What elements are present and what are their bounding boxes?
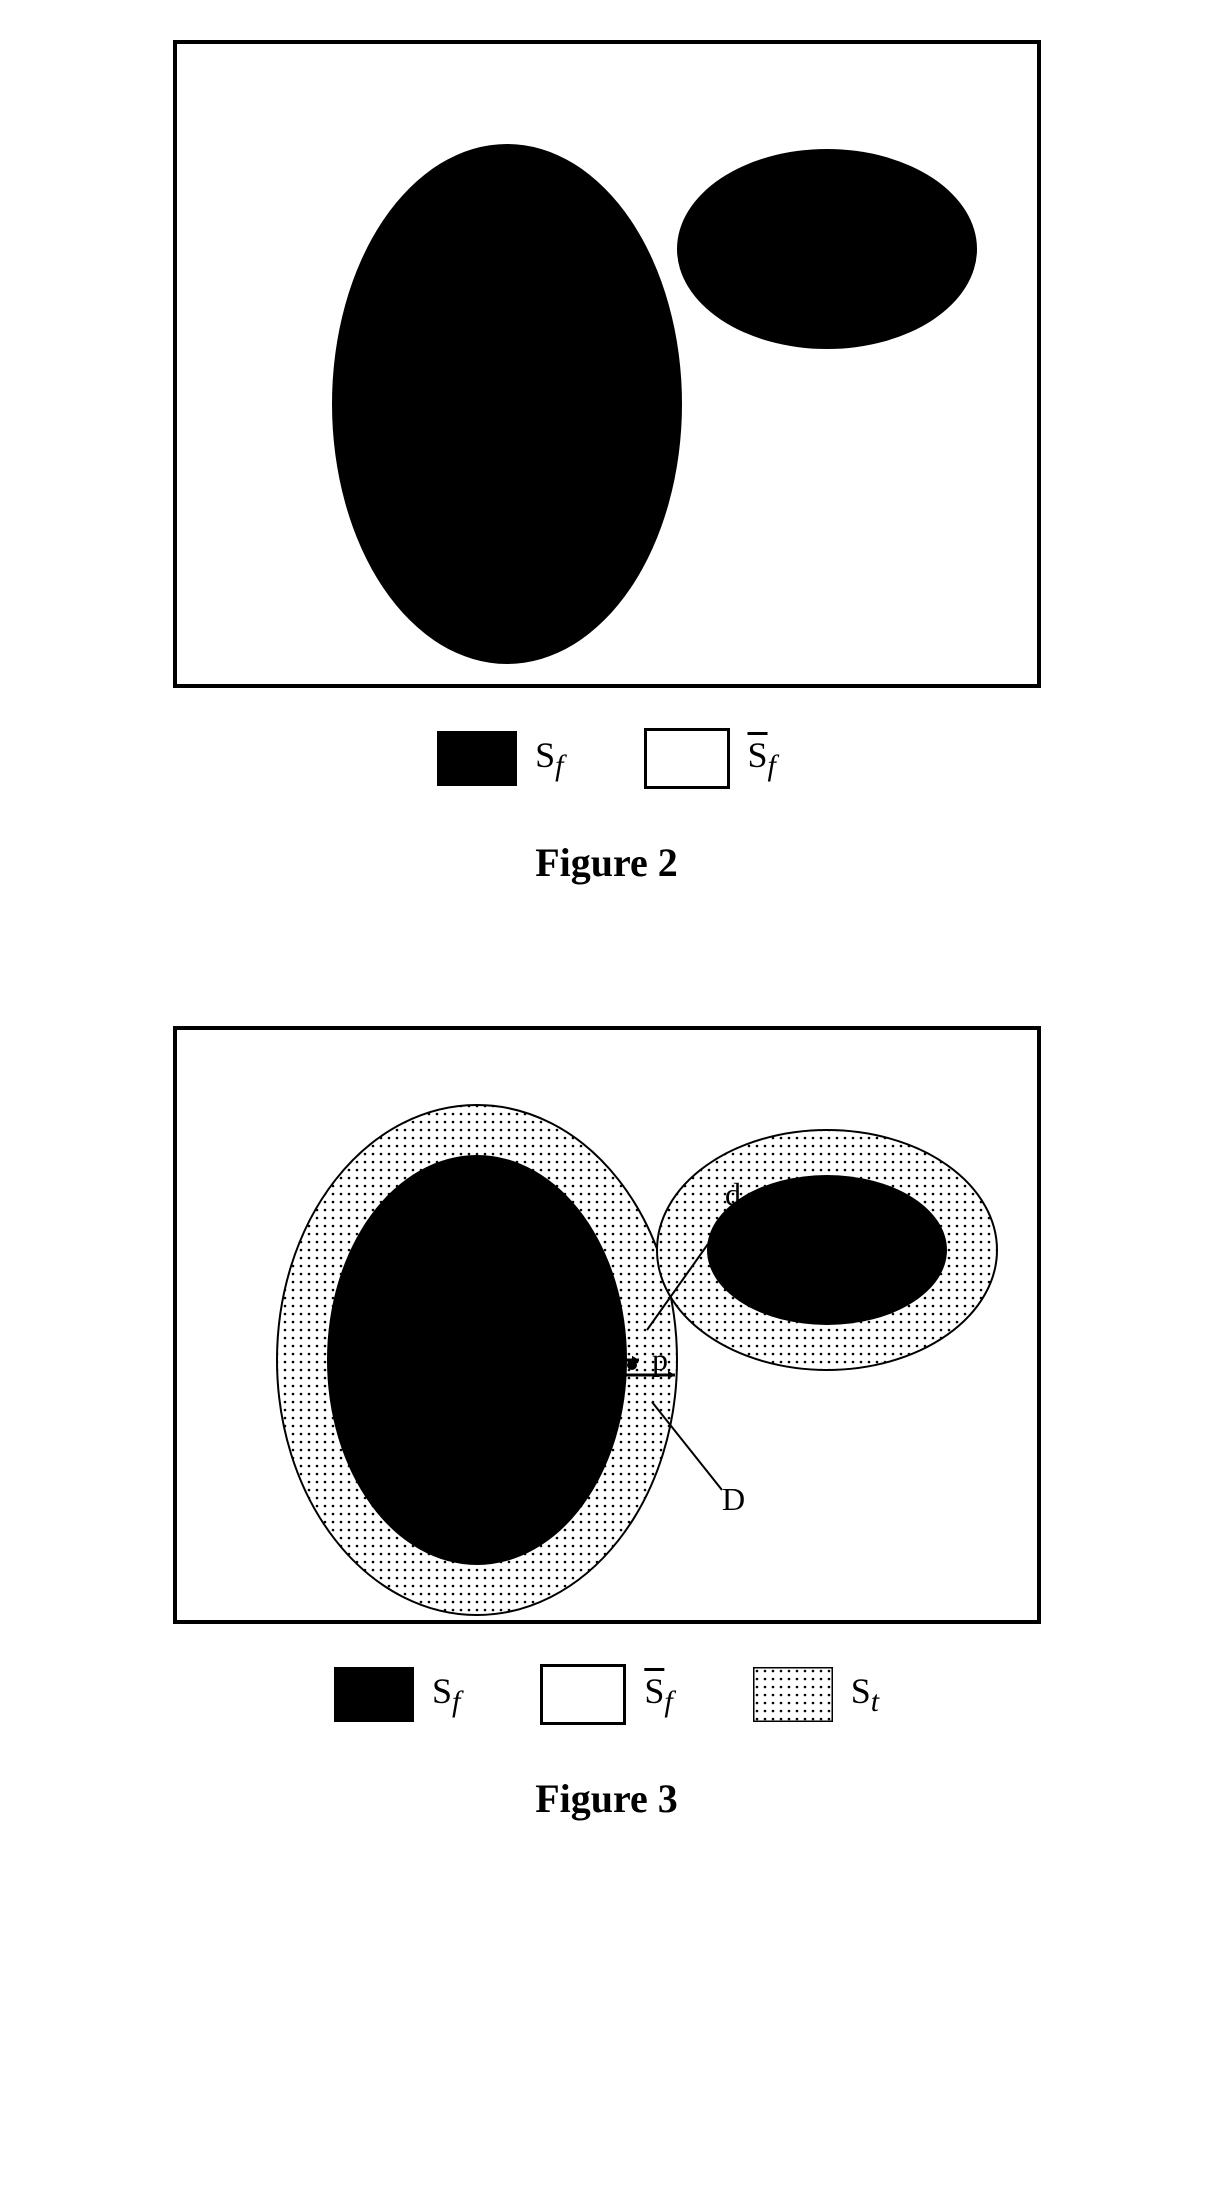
legend-sfbar-swatch bbox=[644, 728, 730, 789]
figure-2-block: Sf Sf Figure 2 bbox=[0, 40, 1213, 886]
legend-st-swatch bbox=[753, 1667, 833, 1722]
figure-2-panel bbox=[173, 40, 1041, 688]
legend-sfbar-label: Sf bbox=[644, 1670, 672, 1719]
figure-2-caption: Figure 2 bbox=[535, 839, 678, 886]
legend-sfbar-label: Sf bbox=[748, 734, 776, 783]
legend-sf-label: Sf bbox=[535, 734, 563, 783]
legend-st-label: St bbox=[851, 1670, 879, 1719]
page: Sf Sf Figure 2 pdD Sf Sf St F bbox=[0, 0, 1213, 2042]
legend-sfbar: Sf bbox=[540, 1664, 672, 1725]
legend-sf-label: Sf bbox=[432, 1670, 460, 1719]
svg-text:d: d bbox=[725, 1176, 741, 1212]
figure-2-legend: Sf Sf bbox=[437, 728, 776, 789]
legend-sfbar: Sf bbox=[644, 728, 776, 789]
figure-3-block: p d D Sf Sf St Figure 3 bbox=[0, 1026, 1213, 1822]
figure-3-legend: Sf Sf St bbox=[334, 1664, 879, 1725]
legend-st: St bbox=[753, 1667, 879, 1722]
legend-sf: Sf bbox=[437, 731, 563, 786]
figure-3-panel: p d D bbox=[173, 1026, 1041, 1624]
figure-3-caption: Figure 3 bbox=[535, 1775, 678, 1822]
legend-sf-swatch bbox=[437, 731, 517, 786]
svg-text:p: p bbox=[652, 1341, 668, 1377]
svg-text:D: D bbox=[722, 1481, 745, 1517]
legend-sf-swatch bbox=[334, 1667, 414, 1722]
legend-sf: Sf bbox=[334, 1667, 460, 1722]
legend-sfbar-swatch bbox=[540, 1664, 626, 1725]
